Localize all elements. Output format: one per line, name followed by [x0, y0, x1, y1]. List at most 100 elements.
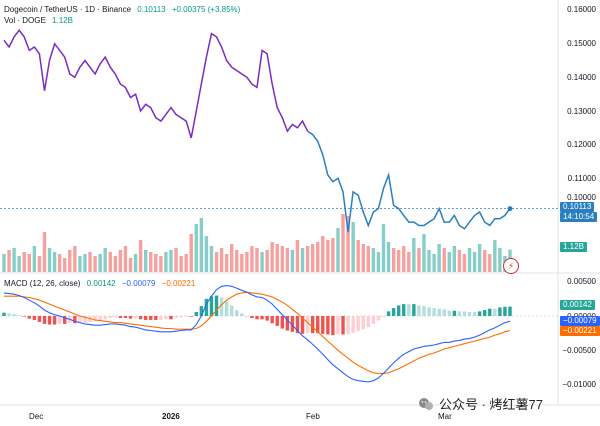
macd-histogram-bar [174, 316, 178, 318]
macd-histogram-bar [432, 308, 436, 316]
macd-histogram-bar [402, 304, 406, 316]
macd-histogram-bar [275, 316, 279, 326]
macd-header: MACD (12, 26, close) 0.00142 −0.00079 −0… [4, 278, 195, 289]
macd-line [3, 285, 511, 383]
macd-histogram-bar [346, 316, 350, 335]
lightning-icon[interactable]: ⚡ [503, 258, 519, 274]
volume-bar [128, 258, 133, 272]
macd-histogram-bar [341, 316, 345, 335]
current-price-tag: 0.10113 [560, 202, 595, 212]
volume-bar [174, 248, 178, 272]
candle-countdown-tag: 14:10:54 [560, 212, 598, 222]
macd-histogram-bar [224, 301, 229, 316]
volume-bar [462, 254, 467, 272]
macd-histogram-bar [149, 316, 153, 320]
macd-histogram-bar [2, 312, 6, 316]
volume-label[interactable]: Vol · DOGE [4, 16, 46, 25]
macd-histogram-bar [63, 316, 67, 324]
price-line [307, 130, 511, 233]
macd-histogram-bar [7, 313, 11, 316]
volume-bar [123, 246, 128, 272]
macd-label[interactable]: MACD (12, 26, close) [4, 279, 81, 288]
volume-bar [214, 252, 219, 272]
volume-bar [417, 248, 421, 272]
macd-line-value: −0.00079 [121, 279, 156, 288]
macd-histogram-bar [447, 310, 451, 316]
macd-histogram-bar [260, 316, 264, 320]
price-axis-label: 0.16000 [567, 5, 596, 14]
volume-bar [159, 256, 163, 272]
macd-histogram-bar [356, 316, 360, 332]
macd-histogram-bar [396, 305, 401, 316]
macd-histogram-bar [508, 306, 512, 316]
volume-bar [270, 242, 274, 272]
macd-histogram-bar [488, 308, 492, 316]
volume-bar [2, 254, 6, 272]
macd-histogram-bar [98, 316, 102, 321]
macd-axis-label: −0.01000 [562, 380, 596, 389]
macd-histogram-bar [17, 315, 21, 316]
macd-histogram-bar [300, 316, 305, 334]
time-axis-label: Feb [306, 412, 320, 421]
macd-histogram-bar [164, 316, 168, 320]
macd-histogram-bar [194, 312, 198, 316]
volume-bar [169, 250, 173, 272]
macd-histogram-bar [503, 306, 507, 316]
macd-histogram-bar [361, 316, 365, 330]
macd-histogram-bar [498, 307, 502, 316]
volume-bar [260, 252, 264, 272]
volume-bar [63, 258, 67, 272]
macd-histogram-bar [184, 316, 188, 317]
time-axis-label: Mar [438, 412, 452, 421]
macd-histogram-bar [47, 316, 52, 325]
macd-histogram-bar [189, 316, 193, 317]
volume-bar [164, 252, 168, 272]
macd-histogram-bar [138, 316, 143, 320]
macd-histogram-bar [235, 310, 239, 316]
macd-histogram-bar [386, 311, 391, 316]
macd-histogram-bar [452, 310, 457, 316]
macd-histogram-bar [57, 316, 62, 324]
time-axis-label: 2026 [162, 412, 180, 421]
volume-bar [204, 236, 209, 272]
wechat-icon [419, 397, 433, 410]
volume-bar [488, 254, 492, 272]
macd-histogram-bar [52, 316, 57, 325]
watermark: 公众号 · 烤红薯77 [418, 394, 543, 413]
volume-bar [194, 224, 198, 272]
macd-histogram-bar [27, 316, 31, 319]
volume-bar [37, 256, 42, 272]
symbol-header: Dogecoin / TetherUS · 1D · Binance 0.101… [4, 4, 240, 15]
macd-histogram-bar [133, 316, 138, 319]
volume-bar [98, 254, 102, 272]
macd-histogram-bar [73, 316, 77, 324]
volume-bar [346, 216, 350, 272]
macd-histogram-bar [427, 307, 431, 316]
volume-bar [326, 240, 330, 272]
symbol-title[interactable]: Dogecoin / TetherUS · 1D · Binance [4, 5, 132, 14]
macd-histogram-bar [179, 316, 183, 318]
volume-bar [240, 254, 244, 272]
macd-histogram-bar [467, 312, 472, 316]
volume-bar [285, 248, 290, 272]
macd-histogram-bar [143, 316, 148, 320]
volume-bar [472, 252, 477, 272]
macd-histogram-bar [118, 316, 123, 318]
macd-axis-label: 0.00500 [567, 277, 596, 286]
macd-histogram-bar [295, 316, 300, 334]
macd-histogram-bar [108, 316, 112, 318]
volume-bar [224, 254, 229, 272]
volume-bar [184, 254, 188, 272]
price-line [3, 28, 309, 139]
macd-histogram-bar [316, 316, 320, 334]
volume-bar [457, 250, 462, 272]
volume-bar [305, 246, 310, 272]
volume-bar [376, 252, 381, 272]
macd-histogram-bar [270, 316, 274, 324]
macd-histogram-bar [209, 296, 214, 316]
volume-bar [361, 244, 365, 272]
macd-histogram-bar [214, 295, 219, 316]
volume-bar [442, 248, 446, 272]
macd-histogram-bar [321, 316, 325, 334]
